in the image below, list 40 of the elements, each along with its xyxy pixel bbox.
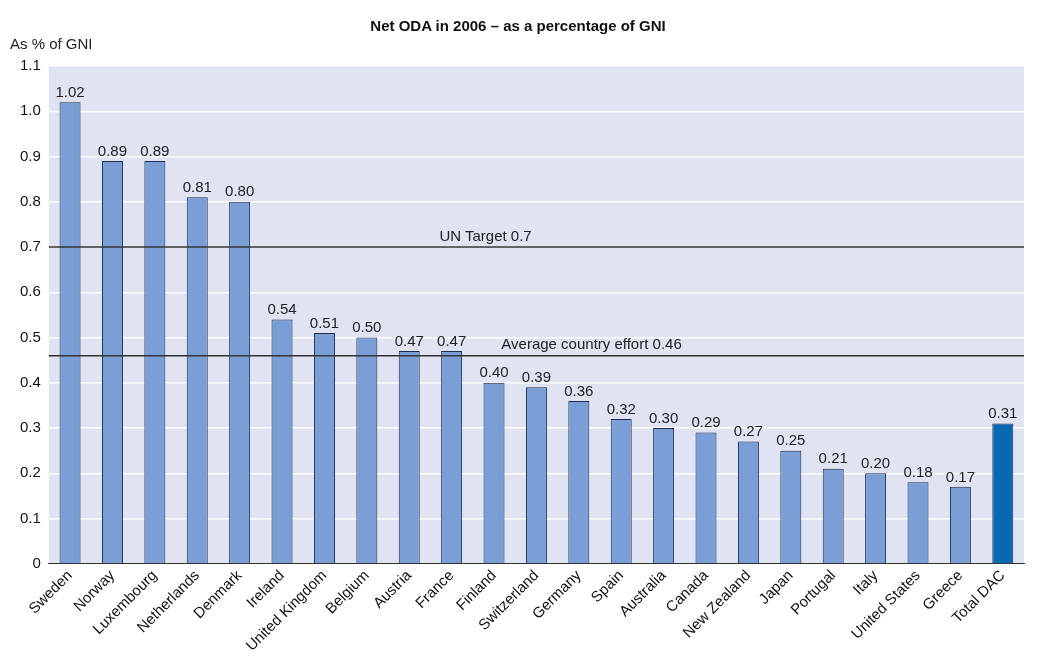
y-tick-label: 0.6: [19, 282, 41, 300]
data-label: 0.50: [352, 318, 382, 336]
data-label: 0.31: [988, 404, 1018, 422]
data-label: 0.81: [182, 177, 212, 195]
y-tick-label: 0.9: [19, 146, 41, 164]
data-label: 0.39: [521, 367, 552, 385]
y-tick-label: 0.8: [19, 191, 41, 209]
y-tick-label: 0.1: [19, 508, 41, 526]
data-label: 0.89: [97, 141, 128, 159]
ref-line-label: UN Target 0.7: [439, 226, 532, 244]
data-label: 0.51: [309, 313, 340, 331]
data-label: 0.89: [140, 141, 170, 159]
data-label: 0.27: [733, 422, 764, 440]
data-label: 0.25: [776, 431, 806, 449]
data-label: 0.17: [945, 467, 975, 485]
y-tick-label: 0.5: [19, 327, 41, 345]
data-label: 0.29: [691, 413, 721, 431]
y-tick-label: 0: [32, 553, 41, 571]
y-tick-label: 0.4: [19, 372, 41, 390]
y-tick-label: 1.0: [19, 101, 41, 119]
data-label: 0.36: [564, 381, 594, 399]
ref-line-label: Average country effort 0.46: [501, 335, 682, 353]
data-label: 0.47: [437, 331, 467, 349]
y-tick-label: 0.2: [19, 463, 41, 481]
y-tick-label: 0.7: [19, 237, 41, 255]
chart-title: Net ODA in 2006 – as a percentage of GNI: [370, 17, 666, 35]
data-label: 1.02: [55, 82, 85, 100]
data-label: 0.54: [267, 300, 297, 318]
y-axis-title: As % of GNI: [10, 34, 93, 52]
data-label: 0.32: [606, 399, 636, 417]
data-label: 0.40: [479, 363, 509, 381]
data-label: 0.18: [903, 462, 933, 480]
y-tick-label: 1.1: [19, 56, 41, 74]
data-label: 0.47: [394, 331, 424, 349]
y-tick-label: 0.3: [19, 418, 41, 436]
data-label: 0.80: [225, 182, 255, 200]
data-label: 0.20: [861, 453, 891, 471]
data-label: 0.21: [818, 449, 848, 467]
x-tick-label: Italy: [849, 565, 882, 598]
data-label: 0.30: [649, 408, 679, 426]
